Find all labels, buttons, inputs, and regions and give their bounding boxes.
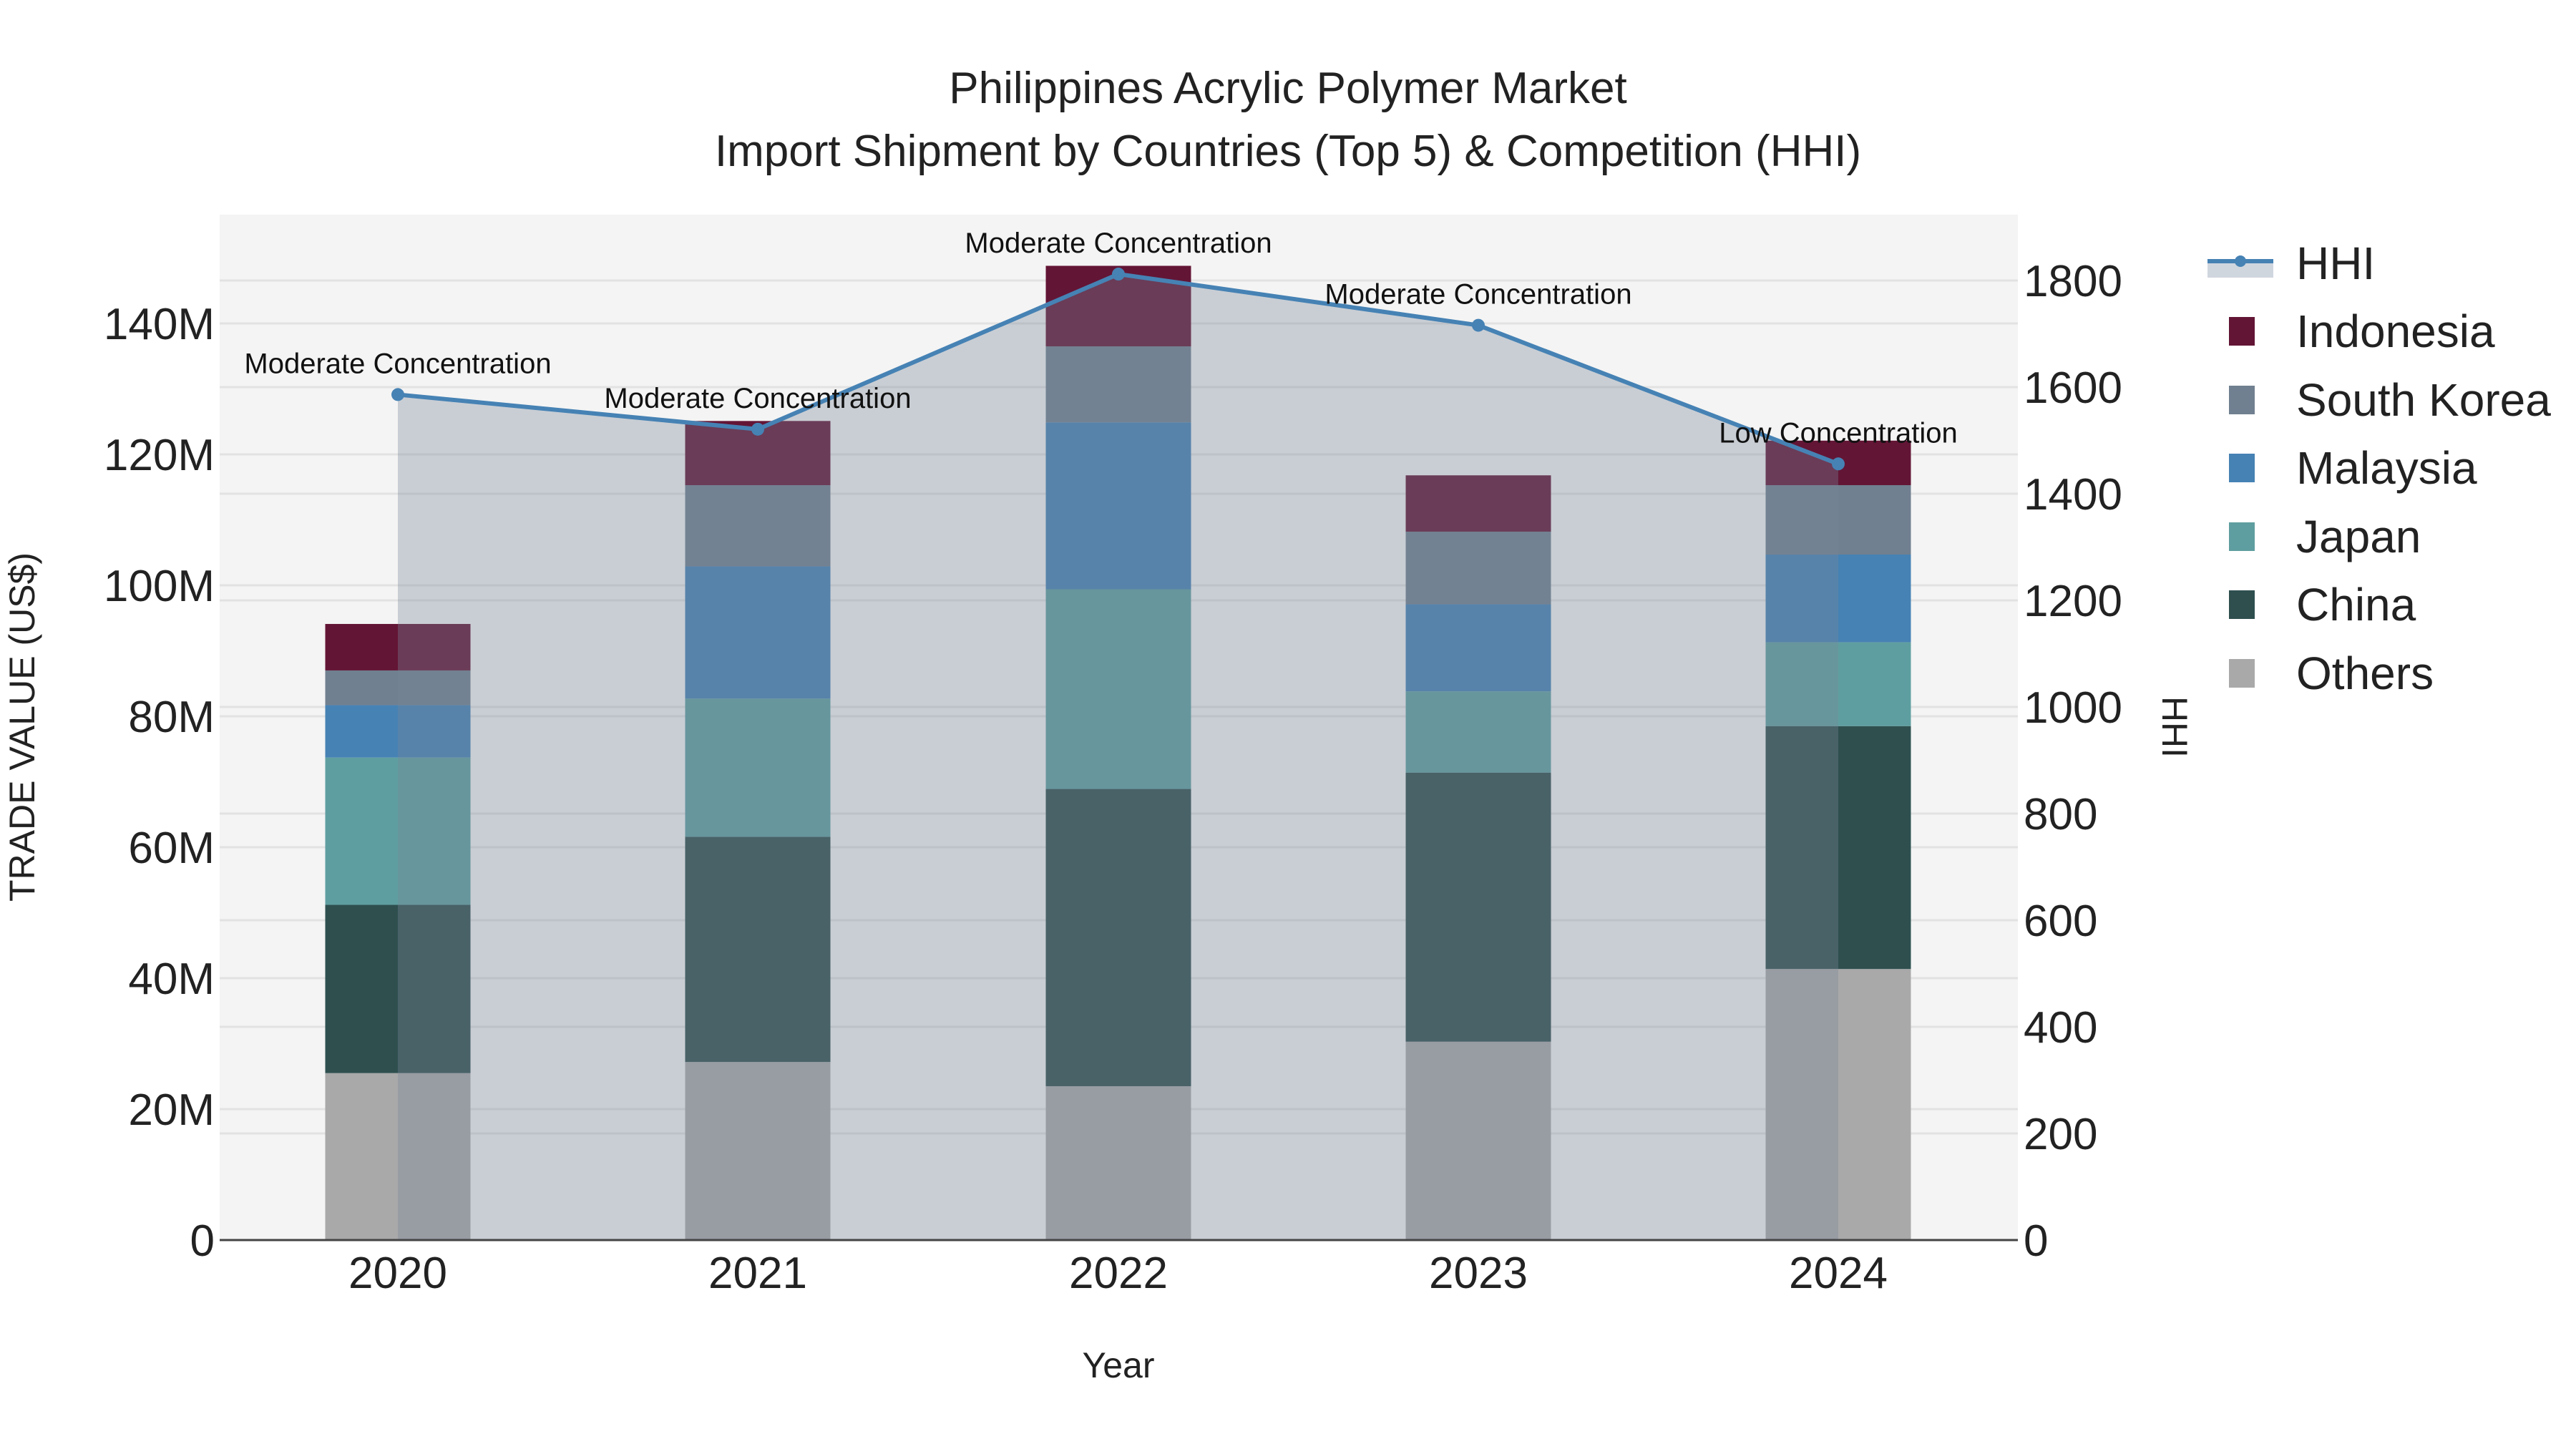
hhi-marker-2021[interactable]: [751, 422, 764, 436]
bar-segment-south-korea-2024[interactable]: [1765, 485, 1911, 555]
hhi-annotation: Moderate Concentration: [1324, 279, 1631, 311]
bar-segment-japan-2024[interactable]: [1765, 642, 1911, 726]
y-tick-label: 60M: [128, 824, 215, 873]
bar-segment-malaysia-2023[interactable]: [1405, 604, 1551, 692]
bar-segment-japan-2021[interactable]: [685, 698, 831, 837]
chart-title: Philippines Acrylic Polymer Market: [949, 64, 1627, 113]
y2-tick-label: 1600: [2024, 364, 2122, 413]
y2-tick-label: 1800: [2024, 257, 2122, 306]
y-tick-label: 20M: [128, 1085, 215, 1135]
chart-subtitle: Import Shipment by Countries (Top 5) & C…: [714, 127, 1862, 176]
legend-swatch-icon: [2229, 317, 2255, 346]
legend-item-indonesia[interactable]: Indonesia: [2207, 298, 2551, 366]
bar-segment-south-korea-2023[interactable]: [1405, 531, 1551, 605]
x-tick-label: 2024: [1789, 1249, 1888, 1298]
hhi-marker-2023[interactable]: [1472, 318, 1485, 332]
legend-item-others[interactable]: Others: [2207, 639, 2551, 708]
y-tick-label: 100M: [104, 562, 215, 611]
legend: HHI Indonesia South Korea Malaysia Japan Chin…: [2207, 229, 2551, 708]
x-tick-label: 2022: [1069, 1249, 1168, 1298]
bar-segment-malaysia-2021[interactable]: [685, 566, 831, 699]
legend-swatch-icon: [2229, 454, 2255, 483]
bar-segment-china-2023[interactable]: [1405, 772, 1551, 1042]
bar-segment-japan-2022[interactable]: [1045, 589, 1191, 789]
legend-item-south-korea[interactable]: South Korea: [2207, 366, 2551, 434]
bar-segment-japan-2023[interactable]: [1405, 691, 1551, 773]
legend-label: Indonesia: [2296, 306, 2495, 358]
legend-swatch-icon: [2229, 590, 2255, 620]
y2-tick-label: 1000: [2024, 683, 2122, 733]
y2-axis-title: HHI: [2155, 696, 2195, 758]
bar-segment-south-korea-2022[interactable]: [1045, 346, 1191, 423]
bars: [325, 265, 1911, 1240]
y2-tick-label: 1400: [2024, 470, 2122, 519]
bar-segment-others-2024[interactable]: [1765, 969, 1911, 1240]
x-axis-title: Year: [1082, 1345, 1154, 1385]
bar-segment-others-2023[interactable]: [1405, 1041, 1551, 1240]
y-tick-label: 40M: [128, 955, 215, 1004]
y-axis-title: TRADE VALUE (US$): [2, 552, 42, 902]
bar-segment-malaysia-2022[interactable]: [1045, 422, 1191, 590]
y2-tick-label: 1200: [2024, 577, 2122, 626]
y-tick-label: 120M: [104, 431, 215, 480]
hhi-annotation: Low Concentration: [1719, 417, 1958, 449]
legend-label: South Korea: [2296, 374, 2551, 426]
bar-segment-china-2021[interactable]: [685, 836, 831, 1063]
y-tick-label: 80M: [128, 693, 215, 742]
bar-segment-china-2024[interactable]: [1765, 726, 1911, 970]
legend-swatch-icon: [2229, 522, 2255, 551]
hhi-marker-2024[interactable]: [1832, 457, 1845, 471]
bar-segment-china-2022[interactable]: [1045, 789, 1191, 1086]
legend-item-malaysia[interactable]: Malaysia: [2207, 434, 2551, 503]
legend-label: HHI: [2296, 237, 2376, 289]
x-tick-label: 2021: [708, 1249, 807, 1298]
x-tick-label: 2023: [1429, 1249, 1528, 1298]
y2-tick-label: 800: [2024, 790, 2097, 839]
hhi-area: [398, 274, 1838, 1240]
legend-label: Others: [2296, 647, 2434, 699]
bar-segment-others-2021[interactable]: [685, 1062, 831, 1240]
legend-label: China: [2296, 579, 2416, 631]
bar-segment-others-2020[interactable]: [325, 1073, 471, 1240]
y2-tick-label: 0: [2024, 1216, 2048, 1266]
hhi-annotation: Moderate Concentration: [244, 348, 551, 379]
y2-tick-label: 400: [2024, 1003, 2097, 1053]
y2-tick-label: 200: [2024, 1110, 2097, 1159]
legend-swatch-icon: [2229, 658, 2255, 688]
legend-line-marker-icon: [2207, 249, 2273, 278]
x-tick-label: 2020: [348, 1249, 447, 1298]
legend-item-hhi[interactable]: HHI: [2207, 229, 2551, 298]
y-tick-label: 140M: [104, 300, 215, 349]
bar-segment-malaysia-2024[interactable]: [1765, 554, 1911, 643]
legend-label: Japan: [2296, 510, 2421, 562]
bar-segment-indonesia-2020[interactable]: [325, 623, 471, 670]
hhi-marker-2022[interactable]: [1112, 268, 1125, 281]
bar-segment-malaysia-2020[interactable]: [325, 705, 471, 758]
y2-tick-label: 600: [2024, 897, 2097, 946]
hhi-annotation: Moderate Concentration: [965, 228, 1272, 259]
legend-item-japan[interactable]: Japan: [2207, 502, 2551, 571]
legend-item-china[interactable]: China: [2207, 571, 2551, 640]
hhi-marker-2020[interactable]: [391, 388, 404, 401]
legend-label: Malaysia: [2296, 442, 2477, 494]
bar-segment-japan-2020[interactable]: [325, 757, 471, 905]
bar-segment-south-korea-2021[interactable]: [685, 485, 831, 567]
legend-swatch-icon: [2229, 385, 2255, 414]
y-tick-label: 0: [190, 1216, 215, 1266]
bar-segment-indonesia-2023[interactable]: [1405, 475, 1551, 532]
bar-segment-south-korea-2020[interactable]: [325, 670, 471, 706]
hhi-annotation: Moderate Concentration: [604, 383, 911, 414]
bar-segment-others-2022[interactable]: [1045, 1085, 1191, 1240]
bar-segment-china-2020[interactable]: [325, 904, 471, 1073]
